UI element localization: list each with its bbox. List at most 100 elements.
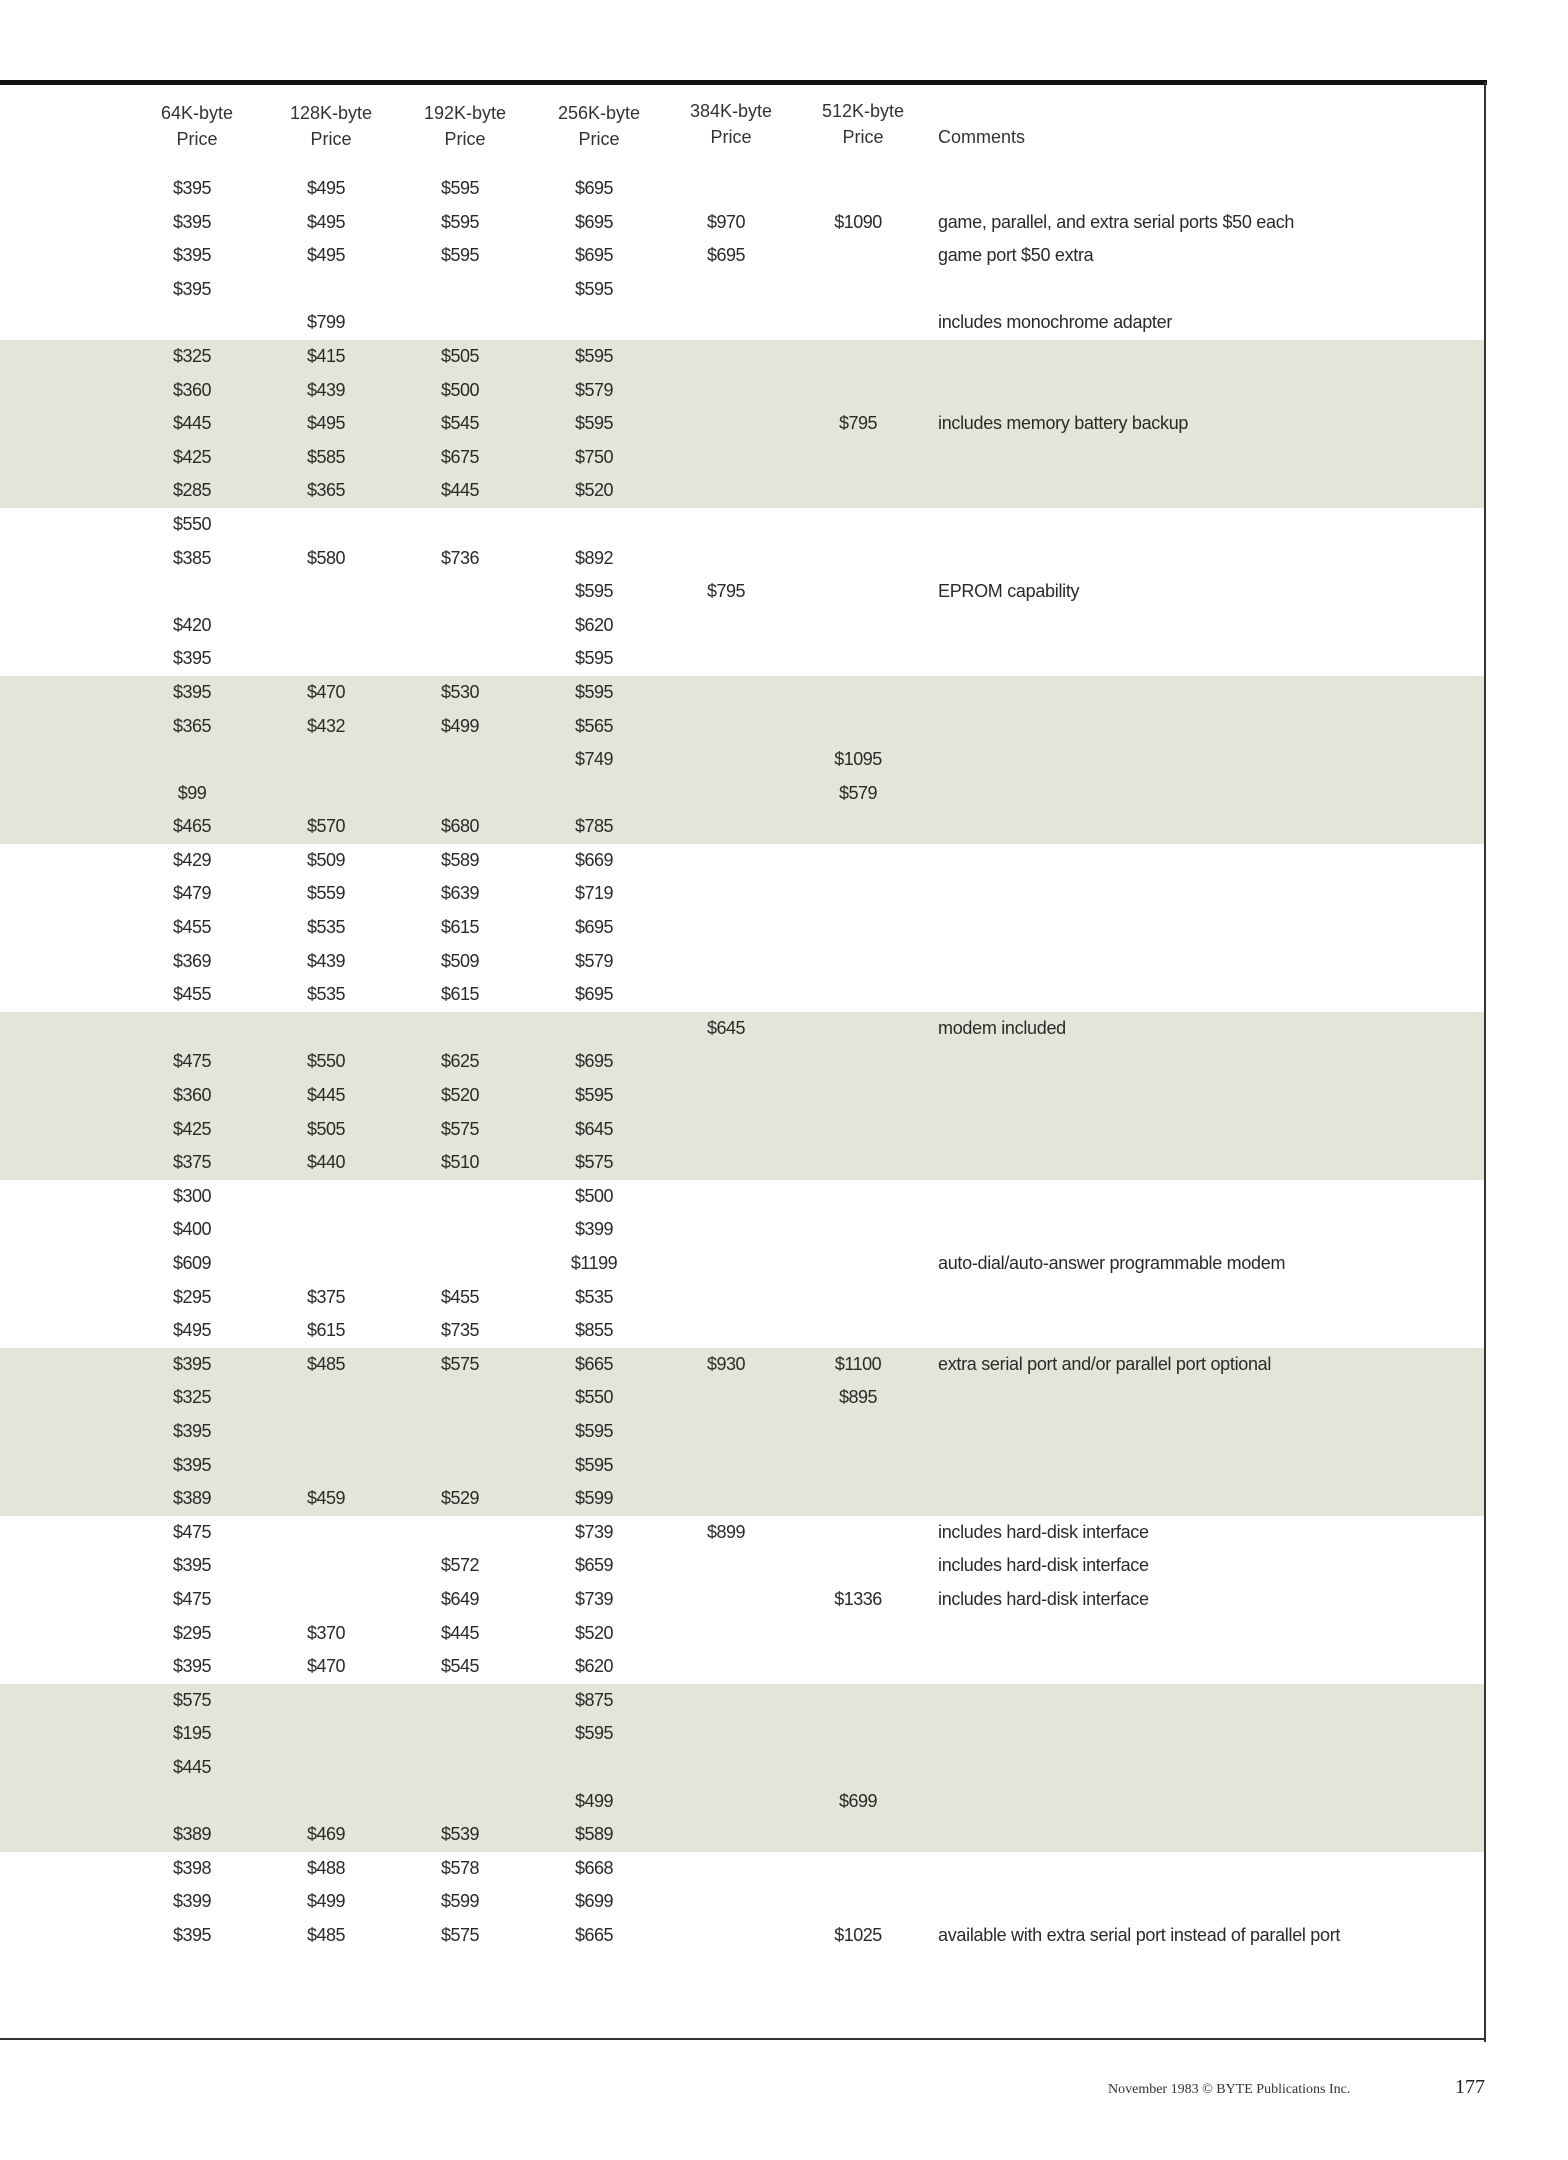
- price-cell: $695: [574, 245, 614, 266]
- table-row: $425 $585 $675 $750: [0, 440, 1484, 475]
- price-cell: $539: [440, 1824, 480, 1845]
- comment-cell: EPROM capability: [938, 581, 1080, 602]
- price-cell: $285: [172, 480, 212, 501]
- price-cell: $575: [440, 1118, 480, 1139]
- table-row: $325 $550 $895: [0, 1381, 1484, 1415]
- table-row: $385 $580 $736 $892: [0, 542, 1484, 576]
- table-row: $595 $795 EPROM capability: [0, 575, 1484, 609]
- price-cell: $365: [306, 480, 346, 501]
- price-cell: $1025: [834, 1924, 882, 1945]
- price-cell: $395: [172, 1353, 212, 1374]
- comment-cell: game, parallel, and extra serial ports $…: [938, 211, 1295, 232]
- price-cell: $799: [306, 312, 346, 333]
- table-row: $389 $459 $529 $599: [0, 1482, 1484, 1516]
- price-cell: $369: [172, 950, 212, 971]
- price-cell: $595: [574, 581, 614, 602]
- price-cell: $445: [440, 1622, 480, 1643]
- price-cell: $719: [574, 883, 614, 904]
- comment-cell: modem included: [938, 1017, 1066, 1038]
- price-cell: $736: [440, 547, 480, 568]
- price-cell: $499: [306, 1891, 346, 1912]
- price-cell: $695: [574, 984, 614, 1005]
- price-cell: $395: [172, 211, 212, 232]
- price-cell: $645: [574, 1118, 614, 1139]
- price-cell: $195: [172, 1723, 212, 1744]
- price-cell: $500: [574, 1185, 614, 1206]
- table-row: $429 $509 $589 $669: [0, 844, 1484, 878]
- price-cell: $445: [440, 480, 480, 501]
- table-row: $749 $1095: [0, 743, 1484, 777]
- price-cell: $485: [306, 1924, 346, 1945]
- price-cell: $695: [574, 211, 614, 232]
- price-cell: $445: [172, 413, 212, 434]
- price-cell: $550: [306, 1051, 346, 1072]
- price-cell: $529: [440, 1488, 480, 1509]
- price-cell: $589: [440, 849, 480, 870]
- price-cell: $595: [574, 345, 614, 366]
- price-cell: $1090: [834, 211, 882, 232]
- price-cell: $665: [574, 1924, 614, 1945]
- price-cell: $395: [172, 278, 212, 299]
- table-row: $645 modem included: [0, 1011, 1484, 1046]
- price-cell: $425: [172, 1118, 212, 1139]
- comment-cell: includes hard-disk interface: [938, 1521, 1149, 1542]
- price-cell: $599: [574, 1488, 614, 1509]
- table-row: $395 $470 $545 $620: [0, 1650, 1484, 1684]
- price-cell: $365: [172, 715, 212, 736]
- price-cell: $680: [440, 816, 480, 837]
- price-cell: $385: [172, 547, 212, 568]
- price-cell: $389: [172, 1488, 212, 1509]
- price-cell: $520: [574, 1622, 614, 1643]
- price-cell: $475: [172, 1521, 212, 1542]
- table-row: $325 $415 $505 $595: [0, 339, 1484, 374]
- price-cell: $595: [440, 178, 480, 198]
- price-cell: $595: [574, 278, 614, 299]
- price-cell: $669: [574, 849, 614, 870]
- price-cell: $595: [574, 1420, 614, 1441]
- table-row: $499 $699: [0, 1784, 1484, 1819]
- page-number: 177: [1455, 2076, 1485, 2098]
- table-row: $495 $615 $735 $855: [0, 1314, 1484, 1348]
- price-cell: $699: [838, 1790, 878, 1811]
- price-cell: $620: [574, 614, 614, 635]
- price-cell: $550: [574, 1387, 614, 1408]
- price-cell: $545: [440, 413, 480, 434]
- price-cell: $432: [306, 715, 346, 736]
- price-cell: $395: [172, 1924, 212, 1945]
- price-cell: $509: [306, 849, 346, 870]
- price-cell: $509: [440, 950, 480, 971]
- comment-cell: available with extra serial port instead…: [938, 1924, 1341, 1945]
- price-cell: $579: [838, 782, 878, 803]
- table-row: $395 $572 $659 includes hard-disk interface: [0, 1549, 1484, 1583]
- right-rule: [1484, 82, 1486, 2042]
- price-cell: $295: [172, 1622, 212, 1643]
- price-cell: $495: [172, 1320, 212, 1341]
- table-row: $365 $432 $499 $565: [0, 709, 1484, 744]
- price-cell: $395: [172, 178, 212, 198]
- price-cell: $505: [440, 345, 480, 366]
- table-row: $295 $370 $445 $520: [0, 1617, 1484, 1651]
- price-cell: $659: [574, 1555, 614, 1576]
- comment-cell: auto-dial/auto-answer programmable modem: [938, 1253, 1286, 1273]
- table-row: $395 $595: [0, 273, 1484, 307]
- price-cell: $445: [172, 1756, 212, 1777]
- price-cell: $649: [440, 1588, 480, 1609]
- price-cell: $455: [440, 1286, 480, 1307]
- comment-cell: includes hard-disk interface: [938, 1588, 1149, 1609]
- price-cell: $99: [177, 782, 207, 803]
- price-cell: $1095: [834, 749, 882, 770]
- table-row: $295 $375 $455 $535: [0, 1281, 1484, 1315]
- price-cell: $570: [306, 816, 346, 837]
- price-cell: $595: [574, 681, 614, 702]
- table-row: $395 $485 $575 $665 $1025 available with extr…: [0, 1919, 1484, 1953]
- price-cell: $395: [172, 1420, 212, 1441]
- price-cell: $695: [706, 245, 746, 266]
- price-cell: $575: [440, 1924, 480, 1945]
- price-cell: $520: [574, 480, 614, 501]
- price-cell: $499: [440, 715, 480, 736]
- table-row: $395 $485 $575 $665 $930 $1100 extra serial po…: [0, 1347, 1484, 1382]
- price-cell: $455: [172, 984, 212, 1005]
- price-cell: $559: [306, 883, 346, 904]
- price-cell: $439: [306, 379, 346, 400]
- price-cell: $599: [440, 1891, 480, 1912]
